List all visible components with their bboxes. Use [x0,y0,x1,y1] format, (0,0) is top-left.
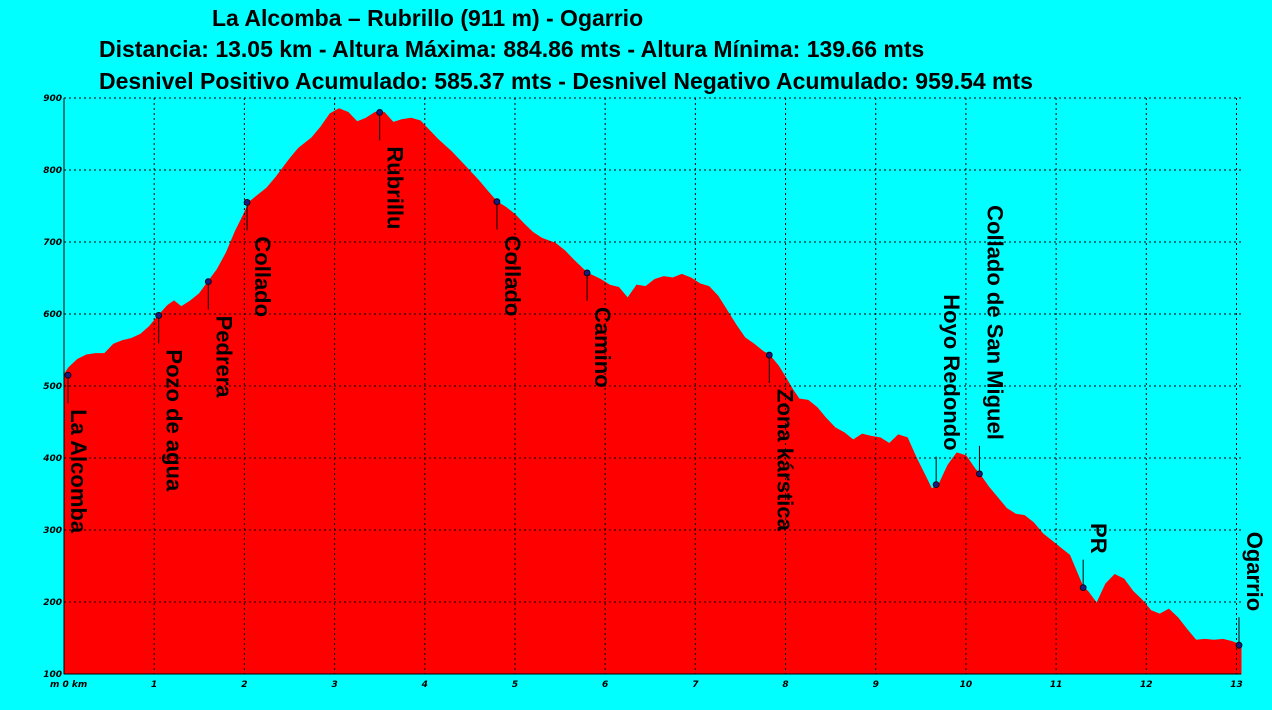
x-tick-label: 8 [782,680,788,690]
waypoint-label: Ogarrio [1242,532,1267,611]
waypoint-marker [765,351,773,359]
axes [63,98,1241,675]
waypoint-marker [932,481,940,489]
x-tick-label: 12 [1140,680,1153,690]
waypoint-label: Collado [500,236,525,317]
waypoint-marker [1235,641,1243,649]
x-tick-label: 11 [1050,680,1063,690]
y-tick-label: 400 [42,454,62,464]
waypoint-marker [583,269,591,277]
x-axis-label: m 0 km [50,680,87,690]
chart-title: La Alcomba – Rubrillo (911 m) - Ogarrio [212,5,644,31]
waypoint-marker [204,278,212,286]
x-tick-label: 9 [873,680,879,690]
y-tick-label: 100 [43,670,62,680]
waypoint-label: Collado [250,236,275,317]
waypoint-label: Pedrera [211,316,236,399]
x-tick-label: 10 [960,680,973,690]
x-tick-label: 5 [512,680,518,690]
waypoint-label: Hoyo Redondo [939,294,964,450]
grid [64,97,1241,674]
y-tick-label: 300 [43,526,62,536]
x-tick-label: 4 [421,680,428,690]
y-tick-label: 900 [43,94,62,104]
waypoint-label: Camino [590,307,615,388]
y-tick-label: 500 [43,382,62,392]
waypoint-marker [376,109,384,116]
x-tick-label: 2 [241,680,247,690]
elevation-area [63,108,1242,675]
waypoint-label: La Alcomba [66,409,91,534]
x-tick-label: 13 [1230,680,1243,690]
waypoint-marker [1079,584,1087,591]
waypoint-label: Rubrillu [383,146,408,229]
waypoint-label: Pozo de agua [162,349,187,492]
y-tick-label: 600 [43,310,62,320]
waypoints: La Alcomba Pozo de agua Pedrera Collado Rubr… [64,109,1267,649]
waypoint-marker [493,198,501,206]
x-tick-label: 3 [331,680,337,690]
waypoint-label: Collado de San Miguel [982,205,1007,440]
waypoint-marker [243,198,251,206]
y-tick-label: 700 [43,238,62,248]
waypoint-marker [976,470,983,478]
chart-subtitle-elevation-gain: Desnivel Positivo Acumulado: 585.37 mts … [99,68,1033,94]
y-tick-label: 800 [43,166,62,176]
x-tick-label: 1 [151,680,157,690]
chart-subtitle-distance: Distancia: 13.05 km - Altura Máxima: 884… [99,36,925,62]
waypoint-label: PR [1086,523,1111,554]
waypoint-label: Zona kárstica [772,389,797,532]
waypoint-marker [64,371,72,379]
x-tick-label: 6 [602,680,608,690]
waypoint-marker [155,312,163,319]
x-tick-label: 7 [692,680,699,690]
profile-area [63,108,1242,675]
y-tick-label: 200 [43,598,62,608]
